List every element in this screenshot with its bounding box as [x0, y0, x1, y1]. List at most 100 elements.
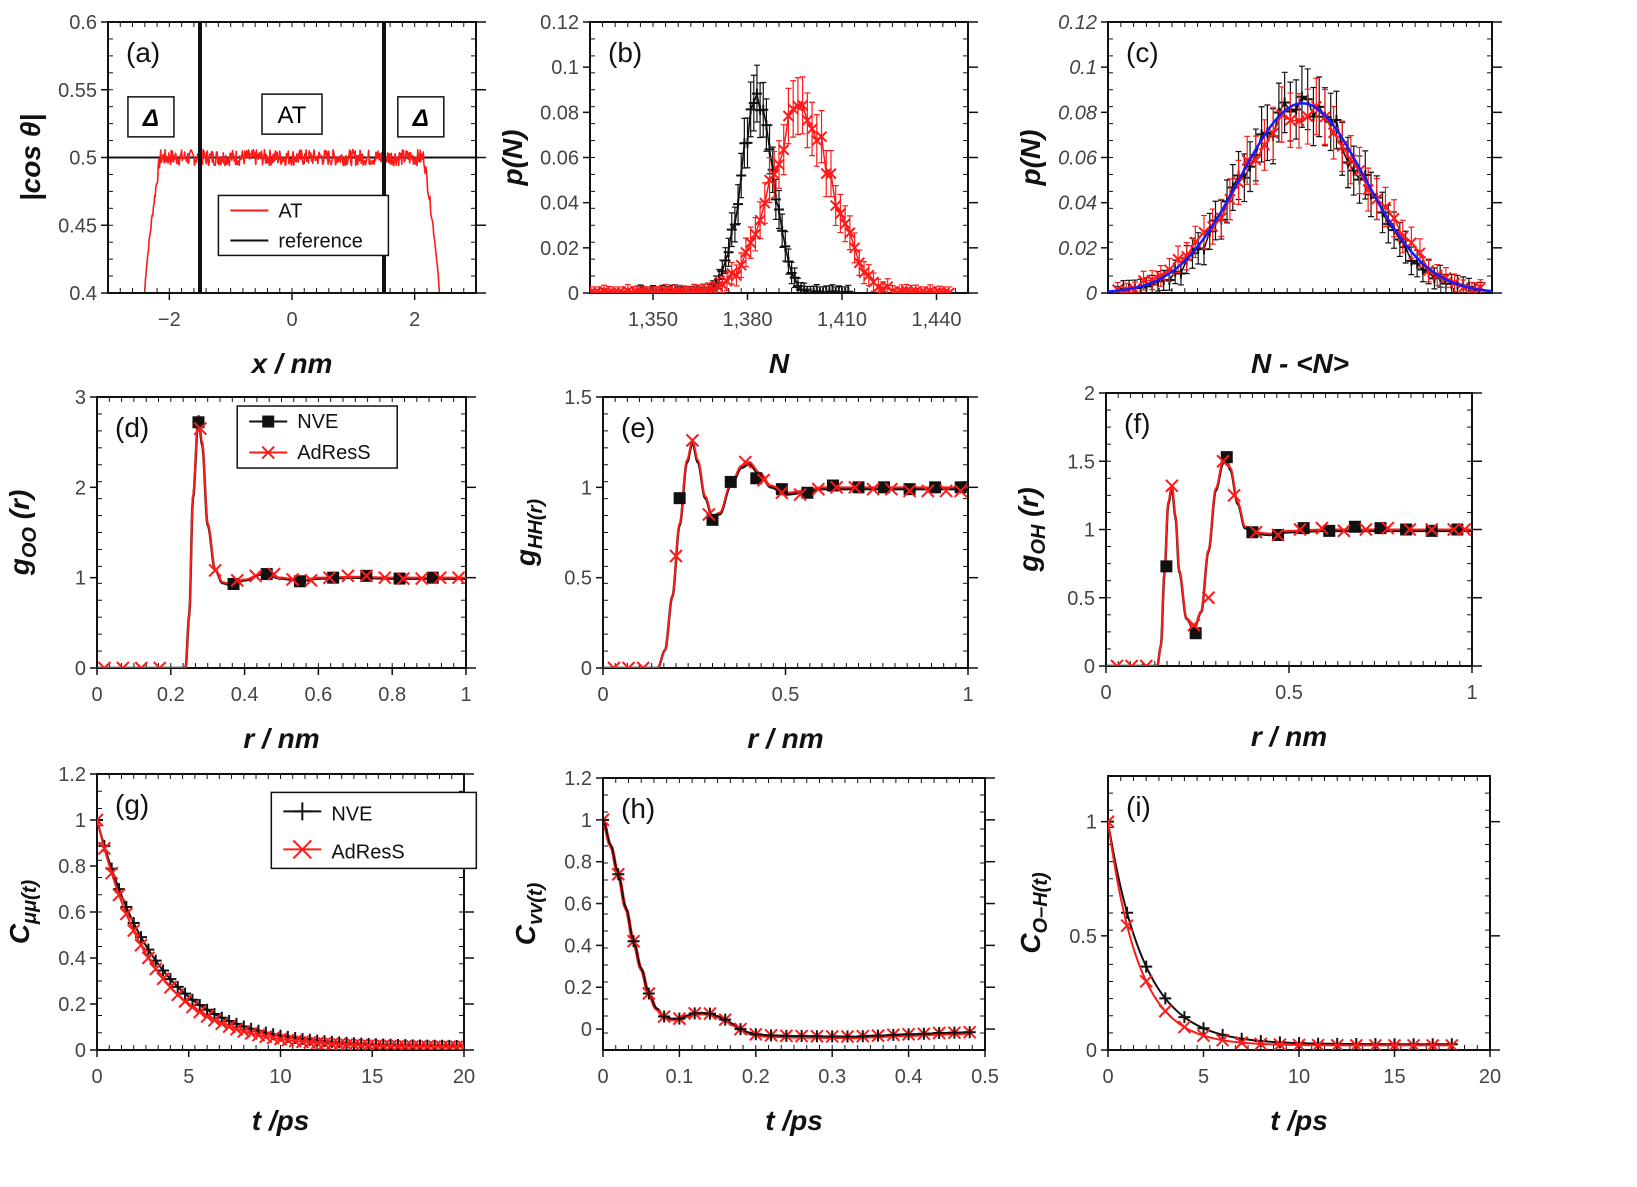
AT-marker	[1397, 230, 1409, 243]
adress-marker	[1403, 522, 1417, 537]
panel-label: (g)	[115, 789, 149, 820]
AT-marker	[692, 285, 705, 293]
nve-marker	[902, 1028, 915, 1041]
AT-marker	[702, 284, 714, 293]
x-tick-label: 1,350	[628, 309, 678, 331]
nve-marker	[393, 572, 406, 585]
nve-marker	[749, 1028, 762, 1041]
panel-b: 1,350 1,380 1,410 1,440 0 0.02 0.04 0.06 0.08 0.1…	[497, 12, 978, 379]
adress-marker	[1271, 528, 1285, 542]
adress-marker	[811, 482, 826, 496]
y-label-subscript: O–H(t)	[1030, 872, 1052, 933]
nve-marker	[1160, 560, 1173, 573]
y-tick-label: 0.5	[564, 568, 592, 590]
AT-marker	[778, 144, 790, 156]
nve-marker	[724, 475, 737, 488]
AdResS-marker	[1234, 1035, 1249, 1050]
plot-area	[603, 433, 968, 668]
adress-marker	[415, 571, 429, 586]
nve-marker	[795, 1030, 808, 1043]
x-tick-label: 0	[597, 1066, 608, 1088]
AdResS-marker	[178, 994, 192, 1009]
x-tick-label: 1,440	[911, 309, 961, 331]
y-label-main: g	[510, 549, 541, 567]
adress-marker	[285, 572, 300, 587]
reference-marker	[783, 256, 794, 267]
adress-marker	[775, 486, 789, 500]
nve-marker	[903, 483, 916, 496]
AT-marker	[933, 286, 946, 293]
nve-marker	[954, 481, 967, 494]
legend-label: reference	[278, 230, 363, 252]
reference-marker	[843, 286, 854, 293]
AdResS-marker	[229, 1022, 244, 1036]
panel-label: (d)	[115, 412, 149, 443]
y-tick-label: 0.06	[1058, 148, 1098, 170]
nve-marker	[327, 571, 340, 584]
NVE-marker	[179, 987, 192, 1000]
plot-frame	[1107, 775, 1491, 1051]
panel-c: 0 0.02 0.04 0.06 0.08 0.1 0.12 N - <N> p(N) (c)	[1015, 12, 1502, 379]
reference-marker	[830, 288, 841, 293]
adress-marker	[829, 480, 844, 495]
legend-marker	[293, 802, 312, 821]
reference-marker	[840, 288, 851, 293]
nve-marker	[734, 1023, 747, 1036]
x-axis-label: N - <N>	[1251, 348, 1349, 379]
reference-marker	[818, 288, 829, 293]
x-axis-label: N	[769, 348, 790, 379]
reference-marker	[729, 219, 740, 230]
legend-label: AdResS	[297, 442, 370, 464]
x-tick-label: 0.5	[1275, 682, 1303, 704]
adress-marker	[1249, 525, 1263, 539]
AT-marker	[612, 287, 625, 293]
NVE-marker	[97, 814, 103, 826]
panel-i: 0 5 10 15 20 0 0.5 1 t /ps CO–H(t) (i)	[1015, 775, 1501, 1136]
AdResS-curve	[1108, 821, 1452, 1047]
AT-marker	[943, 287, 955, 293]
y-tick-label: 0	[75, 658, 86, 680]
y-tick-label: 1	[75, 810, 86, 832]
y-tick-label: 0.08	[540, 102, 579, 124]
AT-marker	[773, 158, 785, 171]
AT-marker	[650, 286, 662, 293]
nve-marker	[603, 813, 609, 826]
nve-marker	[658, 1010, 671, 1023]
x-tick-label: 0	[91, 684, 102, 706]
y-tick-label: 0.2	[58, 994, 86, 1016]
adress-marker	[756, 473, 771, 487]
adress-marker	[359, 569, 374, 583]
adress-marker	[953, 484, 968, 498]
y-label-main: g	[4, 558, 35, 576]
y-tick-label: 1.5	[1067, 451, 1095, 473]
panel-label: (c)	[1126, 37, 1159, 68]
NVE-marker	[1178, 1011, 1191, 1024]
y-tick-label: 0.04	[1058, 193, 1097, 215]
y-tick-label: 1	[1086, 812, 1097, 834]
adress-marker	[702, 507, 716, 522]
reference-marker	[733, 199, 744, 210]
AT-marker	[598, 286, 610, 293]
panel-a: −2 0 2 0.4 0.45 0.5 0.55 0.6 x / nm |cos θ| (a) Δ AT…	[15, 12, 486, 379]
y-tick-label: 1	[1084, 520, 1095, 542]
AT-marker	[636, 286, 648, 293]
panel-g: 0 5 10 15 20 0 0.2 0.4 0.6 0.8 1 1.2 t /ps Cμμ(t) (g) N…	[4, 764, 478, 1136]
AT-marker	[915, 287, 927, 293]
y-tick-label: 1.2	[58, 764, 86, 786]
panel-label: (i)	[1126, 791, 1151, 822]
AdResS-marker	[207, 1013, 222, 1028]
AdResS-marker	[1425, 1038, 1440, 1050]
adress-marker	[304, 573, 318, 588]
adress-marker	[848, 480, 862, 495]
x-tick-label: 0.3	[818, 1066, 846, 1088]
legend-marker	[292, 839, 313, 860]
adress-marker	[793, 487, 807, 502]
adress-marker	[1139, 659, 1153, 666]
AT-marker	[735, 259, 747, 271]
x-tick-label: 0	[1102, 1066, 1113, 1088]
nve-marker	[688, 1007, 701, 1020]
AT-marker	[678, 286, 691, 293]
y-tick-label: 0.45	[58, 215, 97, 237]
region-label: Δ	[412, 105, 429, 132]
